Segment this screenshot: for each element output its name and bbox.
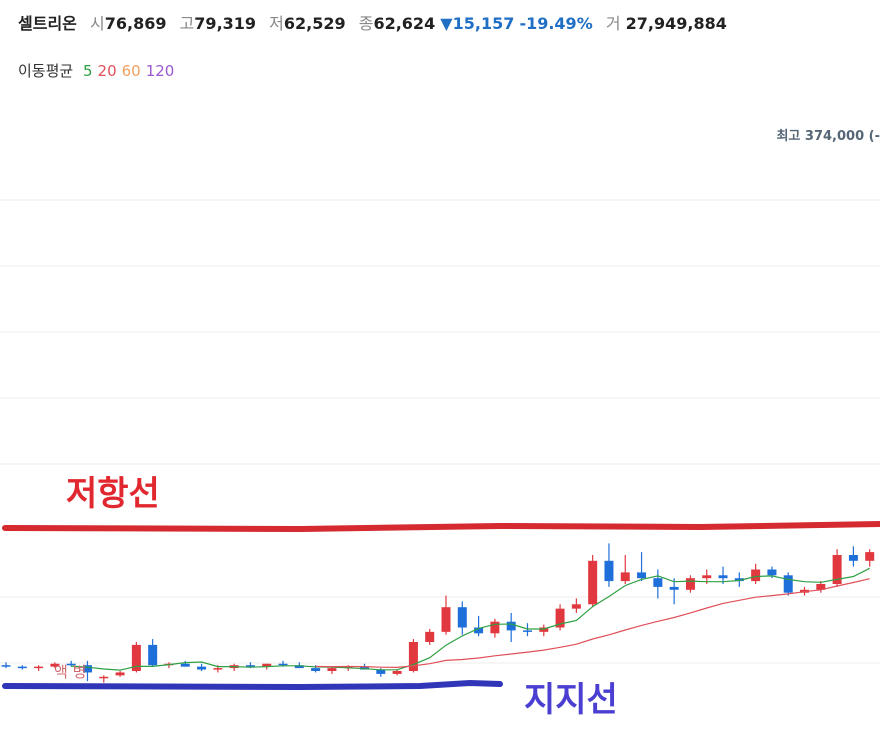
volume-label: 거 [605, 14, 621, 33]
ma-period: 120 [145, 62, 175, 80]
candle-body [278, 663, 288, 666]
candle-body [441, 607, 451, 632]
candle-body [99, 676, 109, 679]
candle-body [474, 627, 484, 634]
candle-body [148, 644, 158, 666]
candle-body [425, 631, 435, 642]
candle-body [262, 663, 272, 667]
candle-body [294, 665, 304, 669]
candle-body [539, 627, 549, 632]
candle-body [360, 666, 370, 670]
moving-average [71, 567, 870, 671]
candle-body [131, 644, 141, 671]
candle-body [522, 630, 532, 632]
candle-body [637, 572, 647, 579]
candle-body [392, 671, 402, 674]
field-value: 76,869 [104, 14, 167, 33]
candle-body [620, 572, 630, 582]
candle-body [653, 578, 663, 587]
candle-body [555, 608, 565, 628]
change-pct: -19.49% [519, 14, 593, 33]
candle-body [685, 578, 695, 590]
field-value: 62,529 [283, 14, 346, 33]
resistance-line [2, 521, 880, 533]
candle-body [718, 575, 728, 579]
badge: 액 병 [54, 663, 86, 681]
candle-body [604, 560, 614, 582]
candle-body [669, 586, 679, 590]
candle-body [702, 575, 712, 579]
candle-body [17, 666, 27, 669]
candle-body [734, 578, 744, 582]
grid [0, 199, 880, 664]
support-line [2, 679, 503, 691]
field-value: 62,624 [373, 14, 436, 33]
candle-body [50, 663, 60, 667]
candle-body [457, 607, 467, 628]
candle-body [832, 555, 842, 584]
candle-body [571, 604, 581, 609]
candle-body [311, 668, 321, 671]
candle-body [751, 569, 761, 582]
field-label: 저 [269, 14, 284, 33]
candle-body [506, 621, 516, 631]
candle-body [816, 584, 826, 590]
candle-body [213, 668, 223, 670]
candle-body [865, 552, 875, 561]
ma-period: 60 [121, 62, 141, 80]
candle-body [588, 560, 598, 605]
ma-legend: 이동평균 5 20 60 120 [18, 60, 174, 81]
candle-body [783, 575, 793, 593]
field-value: 79,319 [194, 14, 257, 33]
field-label: 고 [179, 14, 195, 33]
candle-body [848, 555, 858, 561]
candle-body [115, 672, 125, 676]
quote-fields: 시76,869 고79,319 저62,529 종62,624 [82, 14, 440, 33]
candle-body [180, 663, 190, 667]
volume: 27,949,884 [625, 14, 727, 33]
support-label: 지지선 [524, 680, 618, 720]
ma-title: 이동평균 [18, 62, 74, 80]
moving-average [315, 578, 870, 669]
candle-body [327, 668, 337, 671]
candle-body [245, 665, 255, 667]
stock-name: 셀트리온 [18, 14, 77, 33]
quote-header: 셀트리온 시76,869 고79,319 저62,529 종62,624 ▼15… [18, 10, 727, 34]
ma-period: 20 [97, 62, 117, 80]
candle-body [1, 665, 11, 667]
candle-body [66, 663, 76, 666]
resistance-label: 저항선 [66, 474, 160, 514]
field-label: 시 [89, 14, 105, 33]
candle-body [490, 621, 500, 634]
high-note: 최고 374,000 (- [776, 129, 880, 144]
candle-body [197, 666, 207, 670]
candle-body [408, 642, 418, 671]
change: ▼15,157 [440, 14, 515, 33]
candle-body [767, 569, 777, 576]
ma-period: 5 [82, 62, 93, 80]
field-label: 종 [358, 14, 374, 33]
candle-body [34, 666, 44, 669]
plot [1, 543, 875, 683]
candle-body [82, 665, 92, 673]
candle-body [376, 669, 386, 674]
